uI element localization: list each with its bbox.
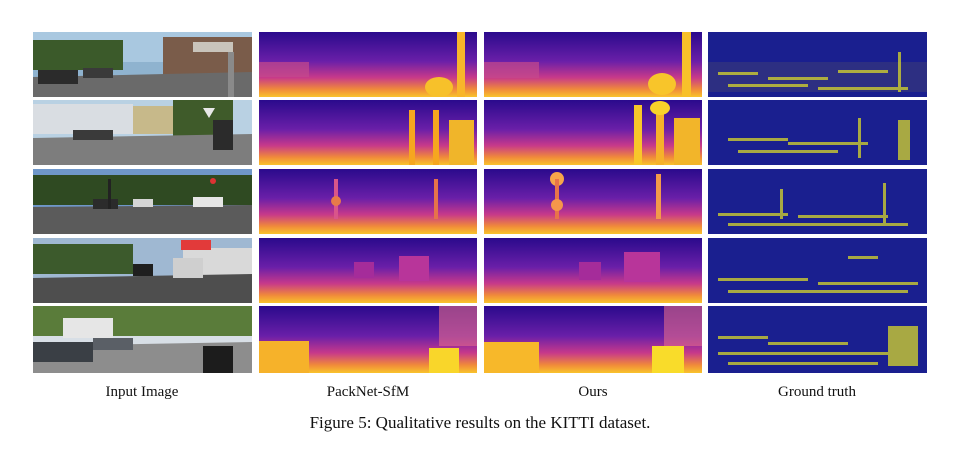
packnet-depth-row-3 [259, 169, 477, 234]
figure-grid [33, 32, 927, 373]
packnet-depth-row-5 [259, 306, 477, 373]
packnet-depth-row-1 [259, 32, 477, 97]
column-label-packnet-sfm: PackNet-SfM [326, 384, 410, 400]
ground-truth-row-4 [708, 238, 927, 303]
ours-depth-row-1 [484, 32, 702, 97]
ground-truth-row-1 [708, 32, 927, 97]
column-label-input-image: Input Image [105, 384, 179, 400]
column-label-ground-truth: Ground truth [778, 384, 856, 400]
input-image-row-4 [33, 238, 252, 303]
input-image-row-2 [33, 100, 252, 165]
input-image-row-5 [33, 306, 252, 373]
ours-depth-row-2 [484, 100, 702, 165]
column-label-ours: Ours [578, 384, 608, 400]
input-image-row-3 [33, 169, 252, 234]
packnet-depth-row-2 [259, 100, 477, 165]
ground-truth-row-2 [708, 100, 927, 165]
ground-truth-row-3 [708, 169, 927, 234]
ours-depth-row-3 [484, 169, 702, 234]
input-image-row-1 [33, 32, 252, 97]
ground-truth-row-5 [708, 306, 927, 373]
figure-caption: Figure 5: Qualitative results on the KIT… [309, 413, 651, 432]
ours-depth-row-5 [484, 306, 702, 373]
packnet-depth-row-4 [259, 238, 477, 303]
ours-depth-row-4 [484, 238, 702, 303]
